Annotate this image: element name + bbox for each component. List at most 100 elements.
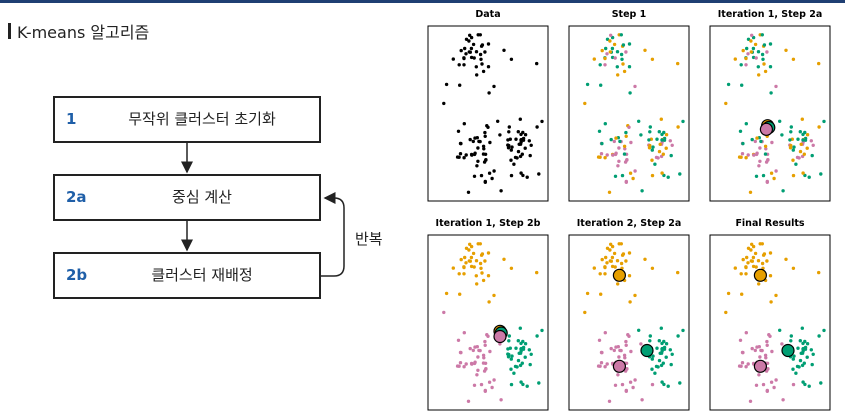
scatter-point	[746, 246, 751, 250]
scatter-point	[486, 334, 490, 338]
scatter-point	[473, 151, 477, 155]
scatter-point	[506, 138, 510, 142]
scatter-point	[761, 57, 765, 61]
scatter-point	[791, 158, 795, 162]
scatter-point	[774, 84, 778, 89]
scatter-point	[768, 274, 773, 278]
scatter-point	[633, 84, 637, 89]
scatter-point	[817, 270, 821, 275]
scatter-point	[765, 259, 769, 263]
scatter-point	[805, 133, 810, 137]
step-2a-number: 2a	[66, 188, 87, 206]
title-marker	[8, 23, 11, 39]
scatter-point	[516, 358, 521, 363]
scatter-point	[474, 274, 478, 278]
scatter-point	[456, 338, 461, 342]
scatter-point	[791, 357, 795, 361]
scatter-point	[473, 345, 477, 349]
scatter-point	[733, 57, 737, 61]
scatter-point	[789, 334, 793, 338]
scatter-point	[514, 346, 518, 350]
scatter-point	[624, 180, 628, 184]
scatter-point	[604, 255, 608, 260]
panel-iter2-2a: Iteration 2, Step 2a	[568, 218, 690, 411]
scatter-point	[621, 43, 626, 47]
scatter-point	[769, 171, 774, 175]
scatter-point	[462, 265, 466, 270]
scatter-point	[660, 380, 664, 384]
scatter-point	[475, 282, 479, 286]
scatter-point	[480, 62, 484, 66]
scatter-point	[610, 244, 615, 249]
scatter-point	[483, 389, 487, 393]
scatter-point	[737, 364, 742, 368]
scatter-point	[464, 37, 469, 41]
scatter-point	[478, 261, 483, 266]
scatter-point	[650, 173, 655, 178]
scatter-point	[658, 142, 662, 146]
scatter-point	[507, 334, 511, 338]
scatter-point	[490, 176, 494, 181]
centroid-marker	[612, 359, 627, 373]
scatter-point	[800, 117, 804, 121]
scatter-point	[603, 331, 607, 335]
scatter-point	[756, 259, 761, 263]
scatter-point	[481, 69, 486, 74]
scatter-point	[483, 50, 487, 54]
scatter-point	[518, 326, 522, 330]
scatter-point	[803, 138, 808, 142]
scatter-point	[765, 339, 769, 344]
scatter-point	[514, 137, 518, 141]
scatter-point	[664, 146, 668, 150]
scatter-point	[740, 83, 744, 87]
scatter-point	[659, 326, 663, 330]
scatter-point	[444, 82, 449, 87]
scatter-point	[627, 334, 631, 338]
scatter-point	[462, 63, 466, 67]
scatter-point	[517, 142, 521, 146]
scatter-point	[462, 56, 466, 61]
scatter-point	[617, 355, 621, 359]
scatter-point	[487, 171, 492, 175]
scatter-point	[462, 365, 466, 369]
scatter-point	[678, 172, 682, 176]
scatter-point	[614, 151, 618, 155]
scatter-point	[475, 73, 479, 77]
scatter-point	[535, 270, 539, 275]
scatter-point	[770, 349, 774, 354]
scatter-point	[613, 56, 617, 60]
scatter-point	[781, 189, 785, 193]
scatter-point	[655, 346, 659, 350]
scatter-point	[612, 251, 617, 256]
scatter-point	[755, 345, 759, 349]
repeat-label: 반복	[355, 230, 383, 248]
scatter-point	[765, 343, 769, 347]
scatter-point	[757, 164, 761, 168]
scatter-point	[464, 153, 468, 157]
scatter-point	[660, 138, 664, 142]
scatter-point	[789, 125, 793, 129]
scatter-point	[780, 342, 784, 346]
page-title: K-means 알고리즘	[8, 21, 149, 42]
scatter-point	[610, 35, 615, 40]
panel-step1-frame	[568, 25, 690, 202]
scatter-point	[615, 65, 619, 69]
scatter-point	[757, 73, 761, 77]
scatter-point	[476, 355, 480, 359]
scatter-point	[659, 117, 663, 121]
scatter-point	[488, 140, 492, 145]
scatter-point	[603, 272, 607, 276]
scatter-point	[479, 382, 484, 387]
scatter-point	[517, 351, 521, 355]
scatter-point	[653, 162, 657, 166]
scatter-point	[798, 358, 803, 363]
scatter-point	[798, 149, 803, 154]
scatter-point	[650, 57, 655, 61]
scatter-point	[796, 137, 800, 141]
scatter-point	[470, 153, 474, 157]
scatter-point	[768, 65, 773, 69]
scatter-point	[499, 189, 503, 193]
scatter-point	[765, 180, 769, 184]
panel-iter1-2a: Iteration 1, Step 2a	[709, 9, 831, 202]
